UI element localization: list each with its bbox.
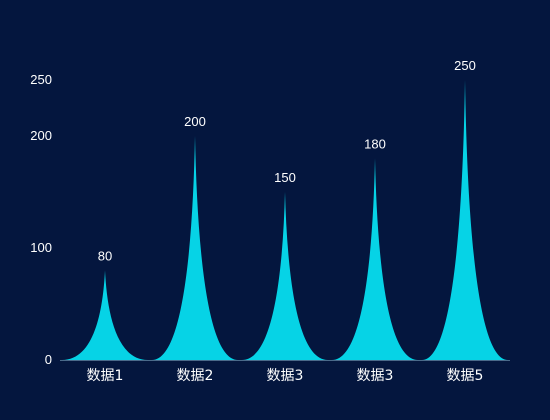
x-tick-label-3: 数据3 <box>267 368 304 384</box>
bar-2[interactable] <box>152 136 238 360</box>
data-label-2: 200 <box>184 114 206 129</box>
x-tick-label-4: 数据3 <box>357 368 394 384</box>
bar-1[interactable] <box>62 270 148 360</box>
x-axis-labels: 数据1 数据2 数据3 数据3 数据5 <box>87 368 484 384</box>
y-tick-label-200: 200 <box>30 128 52 143</box>
y-tick-label-250: 250 <box>30 72 52 87</box>
data-label-1: 80 <box>98 248 112 263</box>
x-tick-label-1: 数据1 <box>87 368 124 384</box>
value-labels-group: 80 200 150 180 250 <box>98 58 476 263</box>
bar-3[interactable] <box>242 192 328 360</box>
bars-group <box>62 80 508 360</box>
bar-4[interactable] <box>332 158 418 360</box>
bar-5[interactable] <box>422 80 508 360</box>
y-axis-labels: 0 100 200 250 <box>30 72 52 367</box>
data-label-4: 180 <box>364 136 386 151</box>
x-tick-label-5: 数据5 <box>447 368 484 384</box>
y-tick-label-100: 100 <box>30 240 52 255</box>
y-tick-label-0: 0 <box>45 352 52 367</box>
data-label-5: 250 <box>454 58 476 73</box>
data-label-3: 150 <box>274 170 296 185</box>
x-tick-label-2: 数据2 <box>177 368 214 384</box>
